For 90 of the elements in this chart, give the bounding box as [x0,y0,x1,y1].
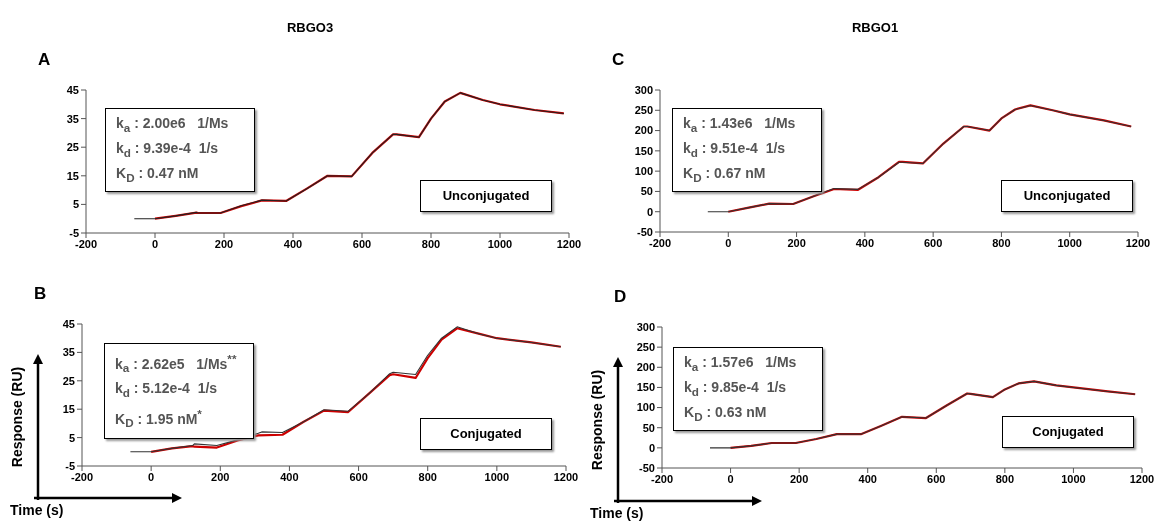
x-tick-label: 400 [283,237,303,250]
text: A [38,50,51,70]
x-axis-title: Time (s) [10,502,64,518]
x-tick-label: 400 [855,236,875,249]
y-tick-label: 45 [62,317,75,330]
x-tick-label: 200 [214,237,234,250]
y-tick-label: 15 [66,169,79,182]
x-tick-label: 1000 [1057,236,1082,249]
label-box: Unconjugated [1001,180,1133,212]
x-tick-label: 1200 [553,470,579,483]
x-tick-label: -200 [648,236,672,249]
x-tick-label: 1200 [1129,472,1155,485]
annotation: K$_{D}$ : 0.47 nM [116,163,200,186]
text: B [34,284,47,304]
x-tick-label: 600 [923,236,943,249]
annotation: k$_{a}$ : 1.43e6 1/Ms [683,114,797,136]
y-tick-label: 100 [634,165,653,178]
y-tick-label: -5 [69,226,79,239]
y-tick-label: 0 [648,441,655,454]
x-tick-label: 0 [148,470,155,483]
y-tick-label: 25 [62,374,75,387]
x-tick-label: 0 [727,472,734,485]
y-tick-label: 300 [634,83,653,96]
y-tick-label: 35 [62,346,75,359]
y-tick-label: -50 [637,225,653,238]
y-tick-label: -50 [639,461,655,474]
y-tick-label: -5 [65,459,75,472]
annotation: k$_{d}$ : 9.85e-4 1/s [684,377,788,400]
x-tick-label: 1000 [484,470,510,483]
y-tick-label: 5 [72,198,79,211]
y-tick-label: 250 [634,104,653,117]
y-tick-label: 150 [634,144,653,157]
text-box: k$_{a}$ : 1.43e6 1/Ms k$_{d}$ : 9.51e-4 1/s K$_{D}$ : 0.67 nM [672,108,822,193]
x-tick-label: 800 [995,472,1015,485]
y-tick-label: 15 [62,403,75,416]
x-tick-label: 800 [992,236,1011,249]
x-tick-label: 200 [789,472,809,485]
text-box: k$_{a}$ : 2.00e6 1/Ms k$_{d}$ : 9.39e-4 1/s K$_{D}$ : 0.47 nM [105,108,255,193]
label-box: Conjugated [420,418,552,450]
x-tick-label: 200 [787,236,806,249]
x-tick-label: 600 [927,472,946,485]
x-tick-label: -200 [650,472,674,485]
annotation: k$_{a}$ : 2.00e6 1/Ms [116,114,230,136]
text: D [614,287,627,307]
y-tick-label: 50 [640,185,653,198]
y-tick-label: 150 [636,381,655,394]
label-box: Conjugated [1002,416,1134,448]
y-tick-label: 50 [642,421,655,434]
y-tick-label: 300 [636,320,655,333]
x-tick-label: -200 [74,237,98,250]
x-tick-label: 600 [352,237,372,250]
annotation: k$_{a}$ : 2.62e5 1/Ms$^{**}$ [115,351,238,377]
annotation: k$_{d}$ : 9.39e-4 1/s [116,138,220,161]
annotation: K$_{D}$ : 0.67 nM [683,163,767,186]
x-tick-label: 1200 [1125,236,1151,249]
y-tick-label: 200 [634,124,653,137]
y-tick-label: 45 [66,83,79,96]
annotation: k$_{a}$ : 1.57e6 1/Ms [684,353,798,375]
x-tick-label: 800 [418,470,437,483]
annotation: k$_{d}$ : 5.12e-4 1/s [115,379,219,402]
y-axis-title: Response (RU) [589,368,605,473]
x-tick-label: 1200 [556,237,582,250]
x-tick-label: 600 [349,470,368,483]
text-box: k$_{a}$ : 2.62e5 1/Ms$^{**}$ k$_{d}$ : 5.12e-4 1/s K$_{D}$ : 1.95 nM$^{*}$ [104,343,254,439]
text-box: k$_{a}$ : 1.57e6 1/Ms k$_{d}$ : 9.85e-4 1/s K$_{D}$ : 0.63 nM [673,347,823,432]
x-tick-label: 400 [280,470,299,483]
y-tick-label: 5 [68,431,75,444]
y-tick-label: 200 [636,361,655,374]
y-tick-label: 25 [66,141,79,154]
annotation: K$_{D}$ : 1.95 nM$^{*}$ [115,406,203,432]
x-tick-label: 0 [725,236,732,249]
x-tick-label: -200 [70,470,94,483]
x-tick-label: 1000 [1061,472,1086,485]
chart-title: RBGO1 [850,20,900,35]
y-axis-title: Response (RU) [9,365,25,470]
chart-title: RBGO3 [285,20,335,35]
text: C [612,50,625,70]
x-axis-title: Time (s) [590,505,644,521]
y-tick-label: 0 [646,205,653,218]
y-tick-label: 100 [636,401,655,414]
label-box: Unconjugated [420,180,552,212]
annotation: K$_{D}$ : 0.63 nM [684,402,768,425]
x-tick-label: 800 [421,237,441,250]
x-tick-label: 400 [858,472,877,485]
y-tick-label: 35 [66,112,79,125]
x-tick-label: 1000 [487,237,513,250]
x-tick-label: 200 [211,470,230,483]
x-tick-label: 0 [151,237,159,250]
y-tick-label: 250 [636,341,655,354]
annotation: k$_{d}$ : 9.51e-4 1/s [683,138,787,161]
